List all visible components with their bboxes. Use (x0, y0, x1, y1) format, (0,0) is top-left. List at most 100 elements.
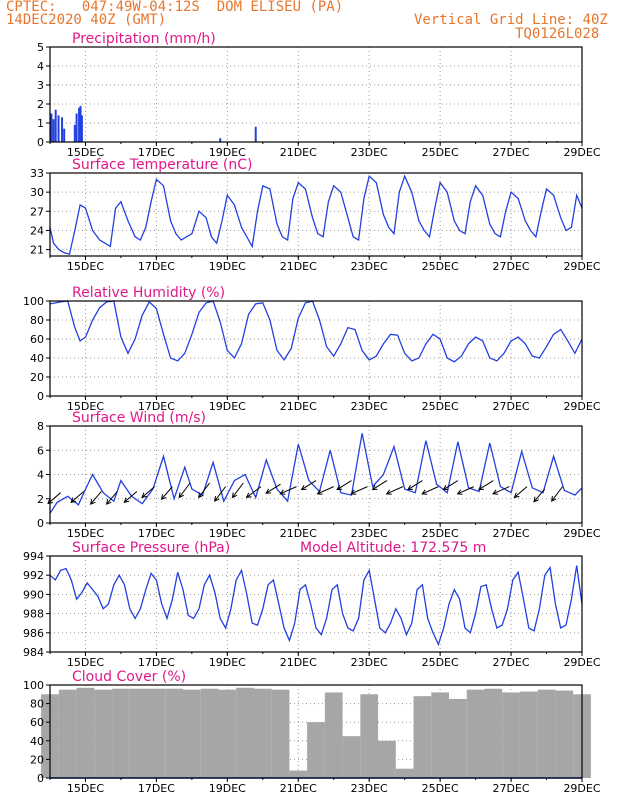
wind-arrow (301, 480, 317, 490)
wind-arrowhead (141, 492, 148, 499)
wind-arrowhead (198, 492, 204, 499)
wind-arrow (265, 483, 281, 494)
precip-bar (80, 115, 83, 142)
x-tick-label: 15DEC (67, 656, 104, 669)
y-tick-label: 20 (30, 371, 44, 384)
cloud-bar (431, 692, 449, 778)
wind-arrow (421, 486, 439, 495)
plot-frame (49, 555, 583, 653)
x-tick-label: 15DEC (67, 782, 104, 795)
y-tick-label: 992 (23, 569, 44, 582)
precip-bar (79, 105, 82, 142)
cloud-bar (76, 687, 95, 778)
y-tick-label: 0 (37, 772, 44, 785)
precip-bar (52, 119, 55, 142)
wind-arrowhead (300, 484, 307, 491)
wind-arrowhead (178, 492, 185, 499)
cloud-bar (324, 692, 343, 778)
cloud-bar (555, 690, 574, 778)
precip-bar (50, 113, 53, 142)
x-tick-label: 29DEC (563, 656, 600, 669)
relative-humidity-panel: 0 20 40 60 80 100 15DEC 17DEC 19DEC 21DEC 23DEC 25D… (23, 285, 601, 413)
wind-arrow (90, 491, 102, 505)
wind-arrowhead (265, 488, 272, 494)
x-tick-label: 15DEC (67, 400, 104, 413)
cloud-bar (413, 696, 432, 778)
wind-arrowhead (513, 492, 520, 499)
cloud-bar (165, 688, 183, 778)
y-tick-label: 5 (37, 41, 44, 54)
plot-frame (49, 684, 583, 779)
wind-arrowhead (350, 489, 357, 495)
x-tick-label: 21DEC (280, 146, 317, 159)
y-tick-label: 80 (30, 314, 44, 327)
cloud-bar (502, 692, 520, 778)
x-tick-label: 17DEC (138, 260, 175, 273)
relative-humidity-title: Relative Humidity (%) (72, 285, 225, 301)
wind-arrow (106, 491, 118, 505)
x-tick-label: 17DEC (138, 400, 175, 413)
surface-pressure-line (49, 565, 583, 647)
header-grid-line: Vertical Grid Line: 40Z (414, 12, 608, 28)
y-tick-label: 100 (23, 679, 44, 692)
x-tick-label: 29DEC (563, 146, 600, 159)
y-tick-label: 20 (30, 753, 44, 766)
y-tick-label: 27 (30, 205, 44, 218)
cloud-bar (129, 688, 148, 778)
x-tick-label: 21DEC (280, 260, 317, 273)
cloud-bar (271, 689, 290, 778)
x-tick-label: 19DEC (209, 782, 246, 795)
wind-arrowhead (478, 484, 484, 491)
x-tick-label: 19DEC (209, 656, 246, 669)
wind-arrow (232, 482, 244, 498)
wind-arrowhead (371, 484, 378, 491)
x-tick-label: 27DEC (493, 146, 530, 159)
wind-arrowhead (279, 489, 286, 495)
surface-wind-title: Surface Wind (m/s) (72, 410, 206, 426)
x-tick-label: 17DEC (138, 146, 175, 159)
x-tick-label: 23DEC (351, 527, 388, 540)
x-tick-label: 29DEC (563, 527, 600, 540)
cloud-bar (94, 689, 113, 778)
wind-arrow (280, 486, 297, 495)
cloud-bar (378, 740, 396, 778)
wind-arrow (246, 486, 262, 498)
x-tick-label: 25DEC (422, 400, 459, 413)
y-tick-label: 990 (23, 588, 44, 601)
precip-bar (78, 107, 81, 142)
x-tick-label: 25DEC (422, 782, 459, 795)
x-tick-label: 27DEC (493, 782, 530, 795)
x-tick-label: 27DEC (493, 400, 530, 413)
wind-arrow (533, 488, 546, 502)
wind-arrow (443, 480, 459, 490)
wind-arrowhead (533, 496, 539, 503)
wind-arrowhead (407, 484, 414, 491)
x-tick-label: 23DEC (351, 400, 388, 413)
wind-arrow (70, 491, 85, 503)
y-tick-label: 60 (30, 333, 44, 346)
wind-arrowhead (456, 489, 463, 495)
x-tick-label: 25DEC (422, 260, 459, 273)
wind-arrow (178, 482, 191, 498)
x-tick-label: 23DEC (351, 656, 388, 669)
x-tick-label: 19DEC (209, 146, 246, 159)
wind-arrowhead (421, 489, 428, 495)
wind-arrow (551, 486, 563, 502)
x-tick-label: 23DEC (351, 260, 388, 273)
x-tick-label: 17DEC (138, 656, 175, 669)
x-tick-label: 29DEC (563, 400, 600, 413)
x-tick-label: 29DEC (563, 260, 600, 273)
wind-arrow (161, 486, 173, 500)
wind-arrow (478, 480, 494, 490)
y-tick-label: 4 (37, 469, 44, 482)
y-tick-label: 988 (23, 608, 44, 621)
cloud-bar (58, 689, 77, 778)
header-station: CPTEC: 047:49W-04:12S DOM ELISEU (PA) (6, 0, 344, 15)
y-tick-label: 1 (37, 117, 44, 130)
plot-frame (49, 46, 583, 143)
cloud-cover-panel: 0 20 40 60 80 100 15DEC 17DEC 19DEC 21DEC 23DEC 25D… (23, 669, 601, 795)
wind-arrow (214, 486, 226, 502)
x-tick-label: 23DEC (351, 146, 388, 159)
x-tick-label: 21DEC (280, 400, 317, 413)
y-tick-label: 986 (23, 627, 44, 640)
